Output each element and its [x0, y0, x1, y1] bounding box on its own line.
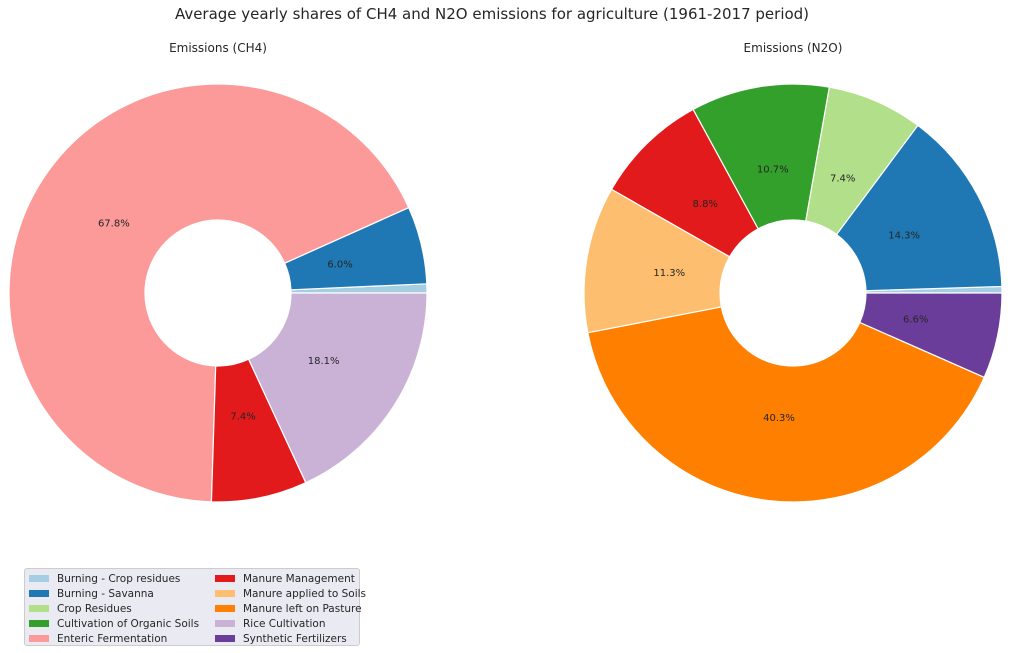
legend-item-enteric-fermentation: Enteric Fermentation	[29, 631, 215, 646]
slice-1-synthetic-fertilizers	[859, 292, 1003, 379]
legend-swatch-manure-management	[215, 575, 235, 582]
legend-swatch-manure-applied-to-soils	[215, 590, 235, 597]
slice-label-1-cultivation-of-organic-soils: 10.7%	[757, 165, 789, 176]
pie-chart-ch4: Emissions (CH4) 6.0% 67.8% 7.4% 18.1%	[8, 41, 428, 503]
legend-swatch-synthetic-fertilizers	[215, 635, 235, 642]
pie-title-n2o: Emissions (N2O)	[744, 41, 843, 55]
legend-swatch-burning-savanna	[29, 590, 49, 597]
slice-1-cultivation-of-organic-soils	[692, 83, 830, 230]
legend-label: Manure Management	[243, 572, 355, 585]
slice-1-manure-left-on-pasture	[587, 306, 986, 503]
legend-swatch-enteric-fermentation	[29, 635, 49, 642]
legend-item-manure-management: Manure Management	[215, 571, 365, 586]
pie-title-ch4: Emissions (CH4)	[169, 41, 267, 55]
legend-item-cultivation-of-organic-soils: Cultivation of Organic Soils	[29, 616, 215, 631]
legend-item-crop-residues: Crop Residues	[29, 601, 215, 616]
legend-swatch-crop-residues	[29, 605, 49, 612]
slice-label-0-rice-cultivation: 18.1%	[308, 356, 340, 367]
slice-label-0-manure-management: 7.4%	[230, 411, 255, 422]
legend-swatch-manure-left-on-pasture	[215, 605, 235, 612]
legend: Burning - Crop residues Burning - Savanna…	[24, 568, 366, 646]
legend-swatch-rice-cultivation	[215, 620, 235, 627]
legend-label: Manure applied to Soils	[243, 587, 367, 600]
slice-label-0-enteric-fermentation: 67.8%	[98, 219, 130, 230]
slice-label-1-synthetic-fertilizers: 6.6%	[903, 314, 928, 325]
legend-label: Manure left on Pasture	[243, 602, 362, 615]
legend-item-rice-cultivation: Rice Cultivation	[215, 616, 365, 631]
legend-swatch-cultivation-of-organic-soils	[29, 620, 49, 627]
slice-0-rice-cultivation	[247, 292, 428, 484]
legend-item-manure-left-on-pasture: Manure left on Pasture	[215, 601, 365, 616]
legend-item-burning-savanna: Burning - Savanna	[29, 586, 215, 601]
legend-label: Crop Residues	[57, 602, 132, 615]
legend-item-synthetic-fertilizers: Synthetic Fertilizers	[215, 631, 365, 646]
legend-label: Rice Cultivation	[243, 617, 326, 630]
slice-label-1-crop-residues: 7.4%	[830, 173, 855, 184]
legend-label: Burning - Savanna	[57, 587, 154, 600]
legend-item-manure-applied-to-soils: Manure applied to Soils	[215, 586, 367, 601]
slice-1-burning-savanna	[835, 124, 1003, 292]
pie-chart-n2o: Emissions (N2O) 14.3% 7.4% 10.7% 8.8% 11.3% 4…	[583, 41, 1003, 503]
slice-label-1-manure-management: 8.8%	[693, 199, 718, 210]
legend-item-burning-crop-residues: Burning - Crop residues	[29, 571, 215, 586]
slice-1-manure-applied-to-soils	[583, 188, 731, 334]
slice-0-enteric-fermentation	[8, 83, 410, 503]
legend-swatch-burning-crop-residues	[29, 575, 49, 582]
slice-label-1-manure-applied-to-soils: 11.3%	[653, 268, 685, 279]
legend-label: Enteric Fermentation	[57, 632, 168, 645]
legend-label: Synthetic Fertilizers	[243, 632, 347, 645]
legend-label: Cultivation of Organic Soils	[57, 617, 200, 630]
legend-label: Burning - Crop residues	[57, 572, 181, 585]
slice-label-1-manure-left-on-pasture: 40.3%	[763, 413, 795, 424]
figure-title: Average yearly shares of CH4 and N2O emi…	[175, 5, 809, 23]
slice-label-1-burning-savanna: 14.3%	[888, 230, 920, 241]
slice-label-0-burning-savanna: 6.0%	[327, 260, 352, 271]
